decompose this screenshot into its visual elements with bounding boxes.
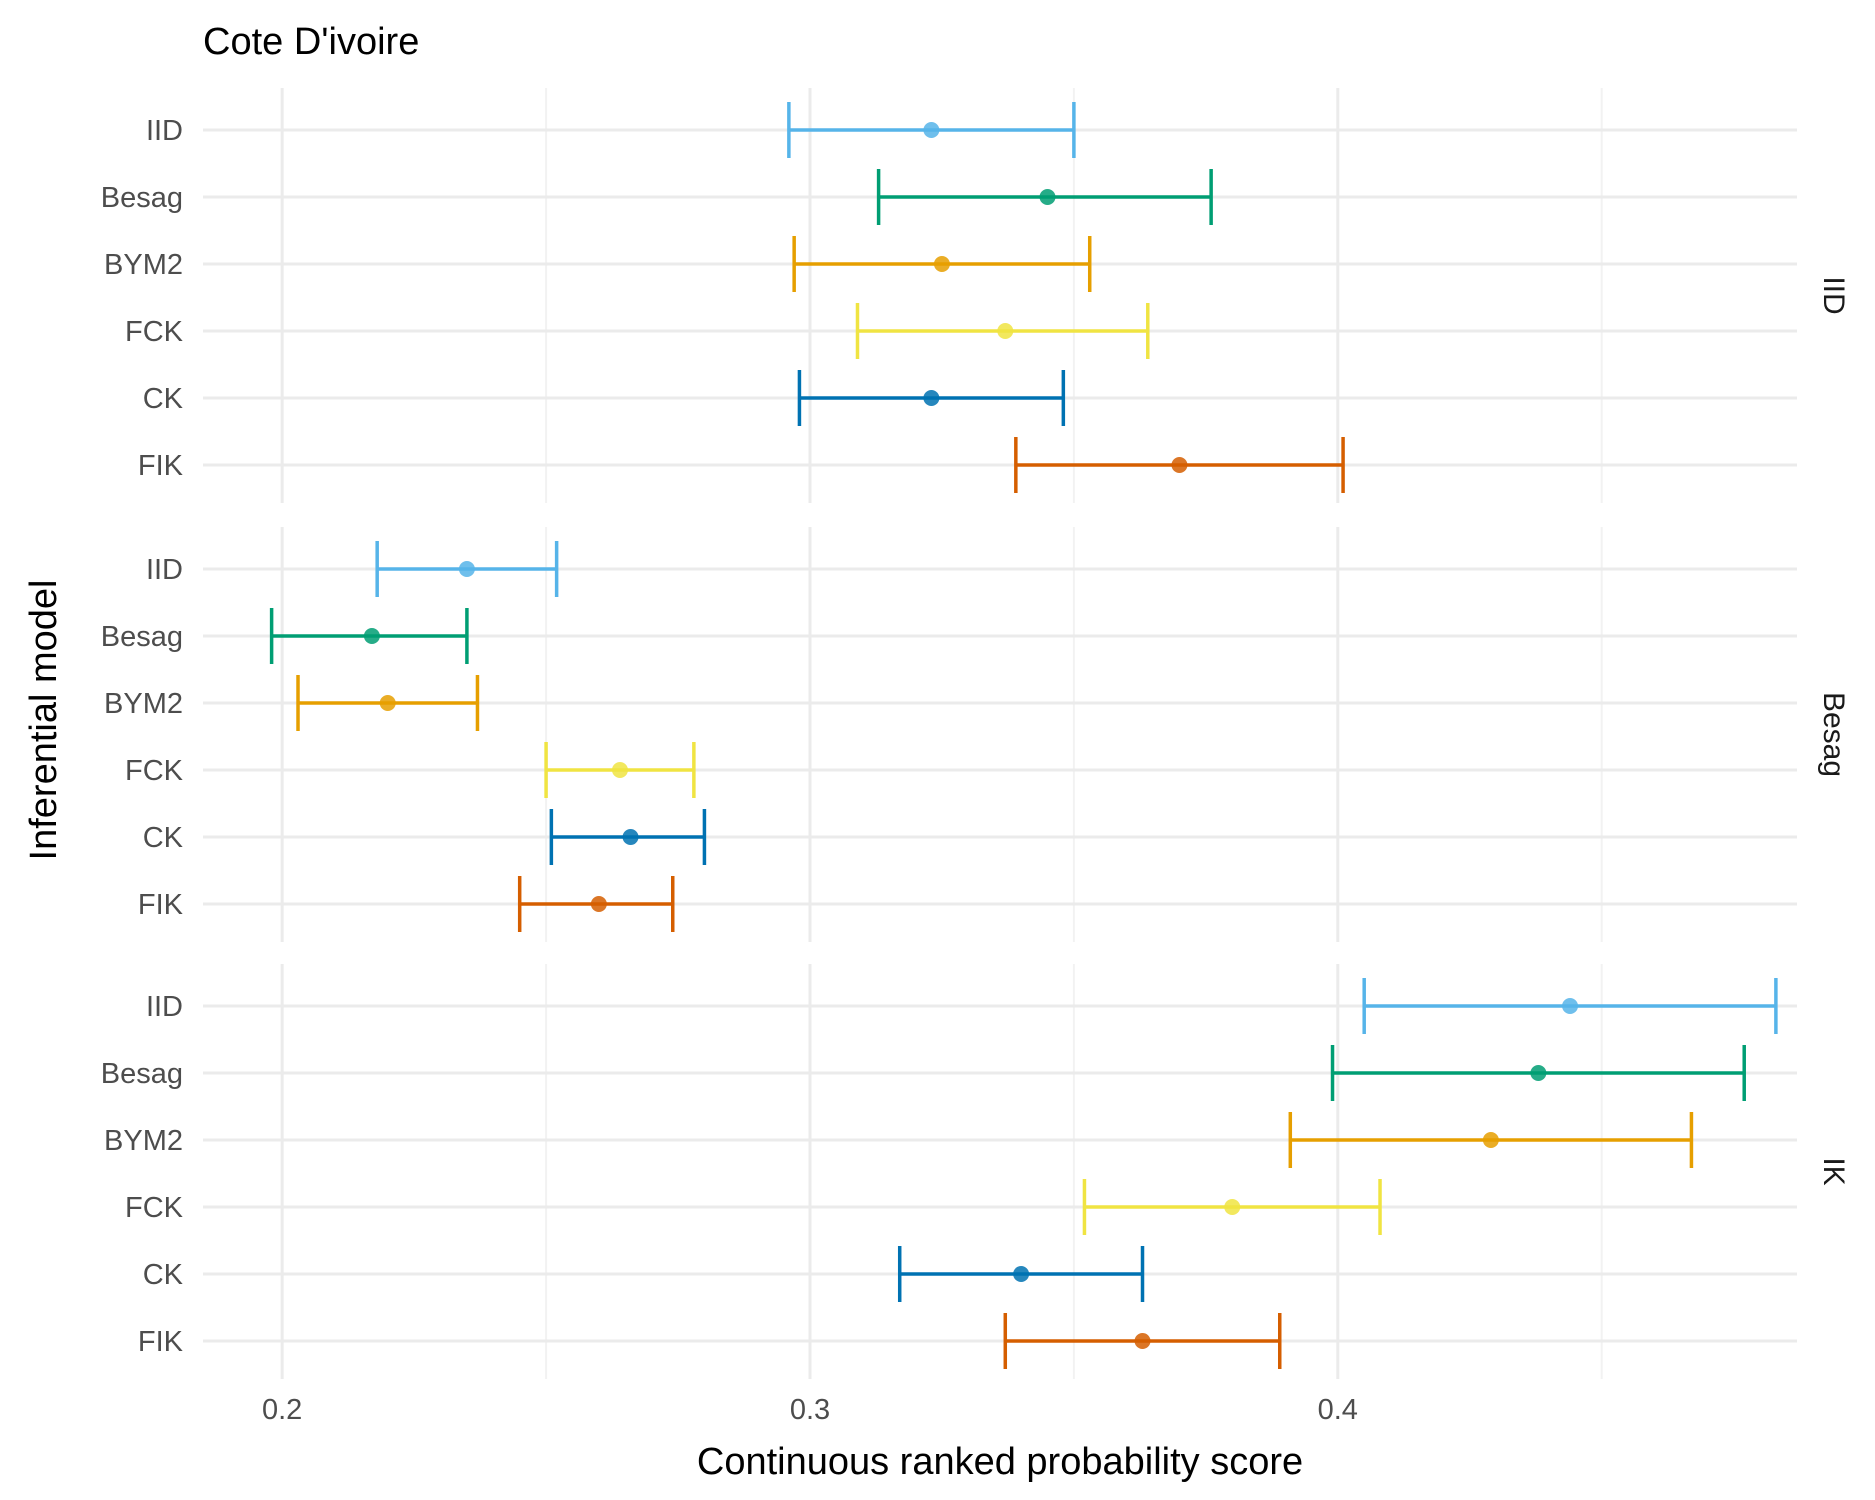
point-estimate	[458, 561, 475, 577]
y-tick-label: Besag	[101, 182, 183, 214]
y-tick-label: FIK	[138, 1326, 184, 1358]
y-tick-label: Besag	[101, 1058, 183, 1090]
point-estimate	[933, 256, 950, 272]
errorbar-ck	[549, 809, 707, 865]
point-estimate	[1171, 457, 1188, 473]
errorbar-iid	[1362, 978, 1778, 1034]
point-estimate	[622, 829, 639, 845]
x-tick-label: 0.4	[1318, 1394, 1358, 1426]
errorbar-iid	[787, 102, 1076, 158]
facet-strip-label: IID	[1817, 276, 1850, 314]
y-tick-label: IID	[146, 554, 183, 586]
errorbar-besag	[269, 608, 469, 664]
y-axis-title: Inferential model	[23, 580, 65, 861]
errorbar-fik	[1014, 437, 1345, 493]
errorbar-bym2	[1288, 1112, 1694, 1168]
y-tick-label: BYM2	[104, 249, 183, 281]
y-tick-label: BYM2	[104, 1125, 183, 1157]
errorbar-fck	[855, 303, 1150, 359]
y-tick-label: FCK	[125, 755, 184, 787]
point-estimate	[363, 628, 380, 644]
y-tick-label: CK	[143, 383, 184, 415]
y-tick-label: FCK	[125, 316, 184, 348]
errorbar-bym2	[296, 675, 480, 731]
point-estimate	[997, 323, 1014, 339]
point-estimate	[379, 695, 396, 711]
errorbar-fck	[544, 742, 696, 798]
panel-besag: IID Besag BYM2 FCK CK FIK Besag	[101, 527, 1850, 942]
x-tick-label: 0.2	[262, 1394, 302, 1426]
y-tick-label: IID	[146, 991, 183, 1023]
panel-iid: IID Besag BYM2 FCK CK FIK IID	[101, 88, 1850, 503]
errorbar-iid	[375, 541, 559, 597]
point-estimate	[1039, 189, 1056, 205]
panels: IID Besag BYM2 FCK CK FIK IID IID Besag BYM2 FCK CK…	[101, 88, 1850, 1379]
point-estimate	[923, 390, 940, 406]
y-tick-label: BYM2	[104, 688, 183, 720]
errorbar-besag	[876, 169, 1213, 225]
y-tick-label: IID	[146, 115, 183, 147]
point-estimate	[611, 762, 628, 778]
x-axis-title: Continuous ranked probability score	[697, 1441, 1303, 1483]
point-estimate	[1482, 1132, 1499, 1148]
point-estimate	[1224, 1199, 1241, 1215]
point-estimate	[923, 122, 940, 138]
y-tick-label: Besag	[101, 621, 183, 653]
x-tick-label: 0.3	[790, 1394, 830, 1426]
panel-ik: IID Besag BYM2 FCK CK FIK IK	[101, 964, 1850, 1379]
errorbar-besag	[1330, 1045, 1746, 1101]
y-tick-label: FIK	[138, 889, 184, 921]
point-estimate	[1134, 1333, 1151, 1349]
errorbar-fik	[517, 876, 675, 932]
errorbar-bym2	[792, 236, 1092, 292]
point-estimate	[590, 896, 607, 912]
y-tick-label: FCK	[125, 1192, 184, 1224]
errorbar-fck	[1082, 1179, 1382, 1235]
x-axis: 0.2 0.3 0.4	[262, 1394, 1358, 1426]
facet-strip-label: Besag	[1817, 692, 1850, 777]
y-tick-label: FIK	[138, 450, 184, 482]
point-estimate	[1530, 1065, 1547, 1081]
point-estimate	[1013, 1266, 1030, 1282]
errorbar-ck	[797, 370, 1066, 426]
facet-strip-label: IK	[1817, 1157, 1850, 1185]
errorbar-ck	[897, 1246, 1145, 1302]
y-tick-label: CK	[143, 1259, 184, 1291]
chart-title: Cote D'ivoire	[203, 21, 419, 63]
y-tick-label: CK	[143, 822, 184, 854]
errorbar-fik	[1003, 1313, 1282, 1369]
point-estimate	[1562, 998, 1579, 1014]
